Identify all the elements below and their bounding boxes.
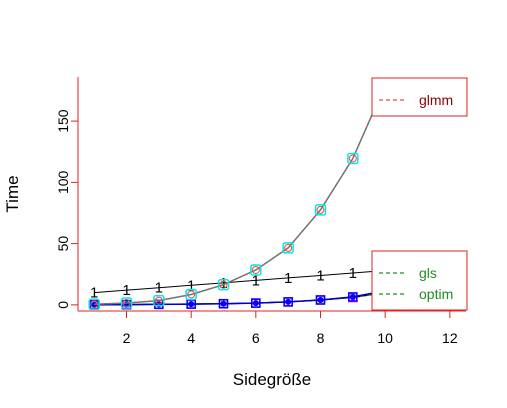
glmm-marker-ring: [251, 265, 260, 274]
series-1-marker: 1: [349, 265, 357, 282]
glmm-marker: [250, 264, 262, 276]
x-tick-label: 10: [377, 330, 393, 346]
series-1-line: [94, 270, 386, 294]
series-1-marker: 1: [284, 270, 292, 287]
x-tick-label: 8: [317, 330, 325, 346]
legend-top: [371, 77, 468, 117]
glmm-marker: [347, 152, 359, 165]
x-tick-label: 6: [252, 330, 260, 346]
optim-overlay-line: [94, 290, 386, 306]
series-1-marker: 1: [90, 285, 98, 302]
y-tick-label: 0: [55, 301, 71, 309]
series-1-marker: 1: [155, 280, 163, 297]
legend-layer: glmm gls optim: [371, 77, 468, 311]
glmm-marker: [153, 294, 165, 307]
x-axis-title: Sidegröße: [233, 370, 311, 389]
y-tick-label: 50: [55, 236, 71, 252]
legend-bottom: [371, 250, 468, 311]
series-1-marker: 1: [187, 277, 195, 294]
glmm-marker-ring: [284, 243, 293, 252]
glmm-marker-ring: [348, 154, 357, 163]
x-tick-label: 2: [123, 330, 131, 346]
glmm-overlay-line: [94, 84, 386, 306]
series-layer: 1111111111: [88, 79, 391, 311]
glmm-marker: [282, 242, 294, 254]
series-1-marker: 1: [252, 272, 260, 289]
y-axis-title: Time: [3, 175, 22, 212]
glmm-marker-ring: [90, 300, 99, 309]
legend-label-gls: gls: [419, 265, 437, 281]
series-1-marker: 1: [316, 267, 324, 284]
axes: 2 4 6 8 10 12 0 50 100 150: [55, 77, 466, 346]
x-tick-label: 12: [442, 330, 458, 346]
glmm-marker-ring: [122, 299, 131, 308]
glmm-marker: [185, 288, 197, 301]
legend-label-optim: optim: [419, 286, 453, 302]
series-1-marker: 1: [122, 282, 130, 299]
glmm-marker: [120, 297, 133, 309]
glmm-marker: [88, 298, 100, 311]
y-tick-label: 100: [55, 170, 71, 194]
glmm-marker-ring: [187, 290, 196, 299]
glmm-marker-ring: [219, 280, 228, 289]
x-tick-label: 4: [187, 330, 195, 346]
y-tick-label: 150: [55, 109, 71, 133]
glmm-marker-ring: [316, 205, 325, 214]
glmm-marker: [217, 278, 230, 291]
legend-label-glmm: glmm: [419, 92, 453, 108]
glmm-line: [94, 84, 386, 305]
series-1-marker: 1: [219, 275, 227, 292]
glmm-marker: [314, 204, 327, 216]
glmm-marker-ring: [154, 296, 163, 305]
